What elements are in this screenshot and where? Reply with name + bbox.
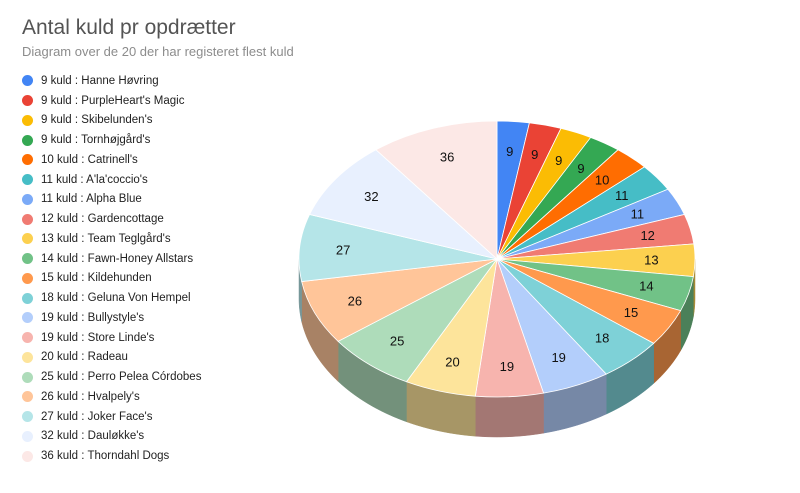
slice-value-label: 14 — [639, 279, 653, 294]
legend-swatch — [22, 312, 33, 324]
legend-label: 36 kuld : Thorndahl Dogs — [41, 450, 170, 463]
legend-item[interactable]: 36 kuld : Thorndahl Dogs — [22, 446, 201, 466]
legend-label: 9 kuld : Tornhøjgård's — [41, 134, 151, 147]
legend-label: 20 kuld : Radeau — [41, 351, 128, 364]
legend-swatch — [22, 154, 33, 166]
slice-value-label: 9 — [555, 153, 562, 168]
legend-item[interactable]: 25 kuld : Perro Pelea Córdobes — [22, 367, 201, 387]
pie-top — [298, 120, 696, 398]
legend-label: 25 kuld : Perro Pelea Córdobes — [41, 371, 202, 384]
legend-item[interactable]: 19 kuld : Store Linde's — [22, 328, 201, 348]
slice-value-label: 19 — [500, 359, 514, 374]
pie-slice[interactable] — [375, 120, 498, 260]
legend-swatch — [22, 174, 33, 186]
chart-subtitle: Diagram over de 20 der har registeret fl… — [22, 44, 294, 59]
legend: 9 kuld : Hanne Høvring 9 kuld : PurpleHea… — [22, 71, 201, 466]
legend-swatch — [22, 332, 33, 344]
legend-label: 9 kuld : Skibelunden's — [41, 114, 153, 127]
legend-swatch — [22, 134, 33, 146]
legend-item[interactable]: 11 kuld : Alpha Blue — [22, 190, 201, 210]
legend-item[interactable]: 9 kuld : Hanne Høvring — [22, 71, 201, 91]
legend-item[interactable]: 9 kuld : PurpleHeart's Magic — [22, 91, 201, 111]
legend-swatch — [22, 114, 33, 126]
slice-value-label: 32 — [364, 189, 378, 204]
legend-label: 19 kuld : Bullystyle's — [41, 311, 145, 324]
pie-slice[interactable] — [298, 213, 498, 283]
legend-item[interactable]: 13 kuld : Team Teglgård's — [22, 229, 201, 249]
legend-swatch — [22, 95, 33, 107]
legend-label: 13 kuld : Team Teglgård's — [41, 232, 171, 245]
legend-swatch — [22, 430, 33, 442]
legend-item[interactable]: 15 kuld : Kildehunden — [22, 269, 201, 289]
legend-item[interactable]: 9 kuld : Skibelunden's — [22, 111, 201, 131]
legend-swatch — [22, 233, 33, 245]
legend-label: 11 kuld : A'la'coccio's — [41, 173, 148, 186]
legend-label: 27 kuld : Joker Face's — [41, 410, 153, 423]
legend-swatch — [22, 292, 33, 304]
chart-title: Antal kuld pr opdrætter — [22, 16, 236, 39]
legend-item[interactable]: 20 kuld : Radeau — [22, 348, 201, 368]
pie-slice[interactable] — [309, 149, 498, 260]
slice-value-label: 11 — [615, 188, 629, 203]
legend-item[interactable]: 32 kuld : Dauløkke's — [22, 427, 201, 447]
legend-item[interactable]: 9 kuld : Tornhøjgård's — [22, 130, 201, 150]
slice-value-label: 13 — [644, 253, 658, 268]
slice-value-label: 18 — [595, 330, 609, 345]
legend-item[interactable]: 26 kuld : Hvalpely's — [22, 387, 201, 407]
slice-value-label: 10 — [595, 173, 609, 188]
legend-item[interactable]: 27 kuld : Joker Face's — [22, 407, 201, 427]
slice-value-label: 9 — [577, 161, 584, 176]
legend-swatch — [22, 351, 33, 363]
slice-value-label: 9 — [506, 144, 513, 159]
legend-label: 9 kuld : Hanne Høvring — [41, 74, 159, 87]
slice-value-label: 15 — [624, 305, 638, 320]
legend-label: 12 kuld : Gardencottage — [41, 213, 164, 226]
legend-swatch — [22, 253, 33, 265]
pie-slice-side — [475, 392, 544, 438]
legend-item[interactable]: 11 kuld : A'la'coccio's — [22, 170, 201, 190]
slice-value-label: 25 — [390, 334, 404, 349]
legend-label: 32 kuld : Dauløkke's — [41, 430, 145, 443]
legend-label: 26 kuld : Hvalpely's — [41, 390, 140, 403]
legend-label: 10 kuld : Catrinell's — [41, 153, 138, 166]
legend-swatch — [22, 411, 33, 423]
slice-value-label: 9 — [531, 147, 538, 162]
slice-value-label: 19 — [551, 350, 565, 365]
slice-value-label: 36 — [440, 150, 454, 165]
slice-value-label: 11 — [631, 207, 645, 222]
legend-label: 19 kuld : Store Linde's — [41, 331, 155, 344]
legend-swatch — [22, 450, 33, 462]
legend-item[interactable]: 14 kuld : Fawn-Honey Allstars — [22, 249, 201, 269]
legend-swatch — [22, 75, 33, 87]
legend-label: 9 kuld : PurpleHeart's Magic — [41, 94, 185, 107]
legend-swatch — [22, 391, 33, 403]
legend-label: 14 kuld : Fawn-Honey Allstars — [41, 252, 194, 265]
legend-swatch — [22, 371, 33, 383]
legend-item[interactable]: 19 kuld : Bullystyle's — [22, 308, 201, 328]
legend-item[interactable]: 12 kuld : Gardencottage — [22, 209, 201, 229]
slice-value-label: 12 — [640, 228, 654, 243]
legend-swatch — [22, 213, 33, 225]
slice-value-label: 20 — [445, 355, 459, 370]
legend-item[interactable]: 18 kuld : Geluna Von Hempel — [22, 288, 201, 308]
pie-slice[interactable] — [301, 258, 498, 342]
legend-item[interactable]: 10 kuld : Catrinell's — [22, 150, 201, 170]
legend-swatch — [22, 272, 33, 284]
slice-value-label: 27 — [336, 243, 350, 258]
legend-swatch — [22, 193, 33, 205]
slice-value-label: 26 — [348, 294, 362, 309]
legend-label: 11 kuld : Alpha Blue — [41, 193, 142, 206]
legend-label: 18 kuld : Geluna Von Hempel — [41, 292, 191, 305]
legend-label: 15 kuld : Kildehunden — [41, 272, 152, 285]
